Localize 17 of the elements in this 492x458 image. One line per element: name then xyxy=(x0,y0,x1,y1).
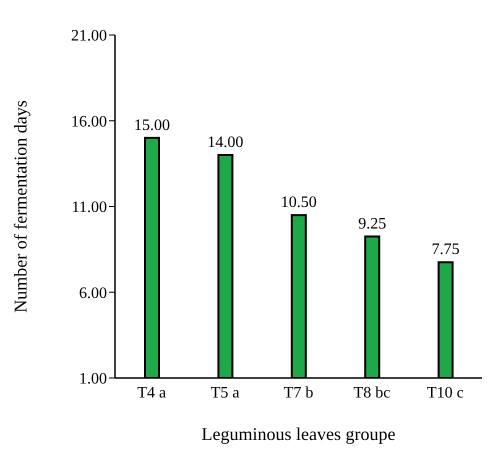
x-tick-label: T4 a xyxy=(137,384,166,402)
data-label: 9.25 xyxy=(358,216,386,233)
data-label: 7.75 xyxy=(432,241,460,258)
y-tick-label: 16.00 xyxy=(71,113,107,130)
y-axis-title: Number of fermentation days xyxy=(10,100,30,313)
x-tick-label: T10 c xyxy=(426,384,464,402)
x-tick-label: T8 bc xyxy=(353,384,390,402)
y-tick-label: 1.00 xyxy=(79,370,107,388)
data-label: 14.00 xyxy=(207,134,244,152)
y-tick-label: 6.00 xyxy=(79,284,107,302)
x-tick-label: T5 a xyxy=(210,384,240,402)
data-label: 10.50 xyxy=(280,194,317,212)
x-tick-label: T7 b xyxy=(284,384,314,402)
data-label: 15.00 xyxy=(134,116,170,134)
y-tick-label: 21.00 xyxy=(71,28,107,45)
x-axis-title: Leguminous leaves groupe xyxy=(202,424,396,444)
y-tick-label: 11.00 xyxy=(72,199,107,216)
